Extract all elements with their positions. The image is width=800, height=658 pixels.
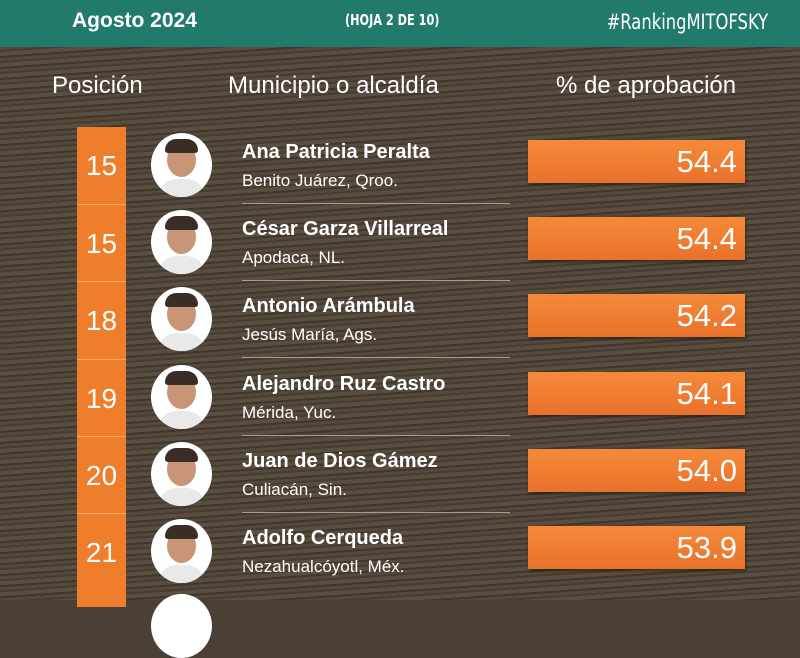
report-date: Agosto 2024 [72, 9, 197, 32]
municipality: Jesús María, Ags. [242, 325, 378, 345]
position-number: 20 [77, 435, 126, 513]
avatar [151, 133, 212, 197]
row-divider [242, 280, 510, 282]
avatar [151, 287, 212, 352]
person-name: Ana Patricia Peralta [242, 141, 430, 163]
hashtag: #RankingMITOFSKY [606, 10, 768, 34]
avatar [151, 519, 212, 583]
avatar-partial [151, 594, 212, 658]
municipality: Apodaca, NL. [242, 248, 346, 268]
ranking-row: 19 Alejandro Ruz Castro Mérida, Yuc. 54.… [0, 358, 800, 436]
ranking-row: 20 Juan de Dios Gámez Culiacán, Sin. 54.… [0, 435, 800, 513]
row-divider [242, 434, 510, 436]
position-number: 18 [77, 281, 126, 358]
position-column [77, 127, 126, 607]
ranking-row: 15 Ana Patricia Peralta Benito Juárez, Q… [0, 127, 800, 204]
person-name: César Garza Villarreal [242, 218, 449, 241]
municipality: Culiacán, Sin. [242, 479, 347, 499]
municipality: Mérida, Yuc. [242, 402, 337, 422]
header-banner: Agosto 2024 (HOJA 2 DE 10) #RankingMITOF… [0, 0, 800, 47]
approval-bar: 54.4 [528, 217, 745, 261]
row-divider [242, 203, 510, 204]
approval-bar: 53.9 [528, 526, 745, 569]
row-divider [242, 511, 510, 513]
approval-bar: 54.1 [528, 371, 745, 415]
person-name: Adolfo Cerqueda [242, 527, 404, 549]
position-number: 19 [77, 358, 126, 436]
position-number: 15 [85, 150, 118, 181]
approval-bar: 54.2 [528, 294, 745, 338]
person-name: Juan de Dios Gámez [242, 449, 438, 472]
person-name: Alejandro Ruz Castro [242, 372, 446, 395]
position-number: 15 [77, 204, 126, 281]
row-divider [242, 357, 510, 359]
person-name: Antonio Arámbula [242, 295, 415, 318]
sheet-indicator: (HOJA 2 DE 10) [345, 11, 440, 29]
ranking-row: 21 Adolfo Cerqueda Nezahualcóyotl, Méx. … [0, 513, 800, 590]
municipality: Nezahualcóyotl, Méx. [242, 557, 405, 576]
column-header-position: Posición [52, 72, 143, 99]
municipality: Benito Juárez, Qroo. [242, 171, 398, 190]
avatar [151, 441, 212, 506]
column-header-municipality: Municipio o alcaldía [228, 72, 439, 99]
avatar [151, 364, 212, 429]
avatar [151, 210, 212, 275]
approval-bar: 54.4 [528, 140, 745, 183]
ranking-row: 15 César Garza Villarreal Apodaca, NL. 5… [0, 204, 800, 282]
position-number: 21 [77, 513, 126, 590]
column-header-approval: % de aprobación [556, 72, 737, 99]
ranking-row: 18 Antonio Arámbula Jesús María, Ags. 54… [0, 281, 800, 359]
approval-bar: 54.0 [528, 448, 745, 492]
